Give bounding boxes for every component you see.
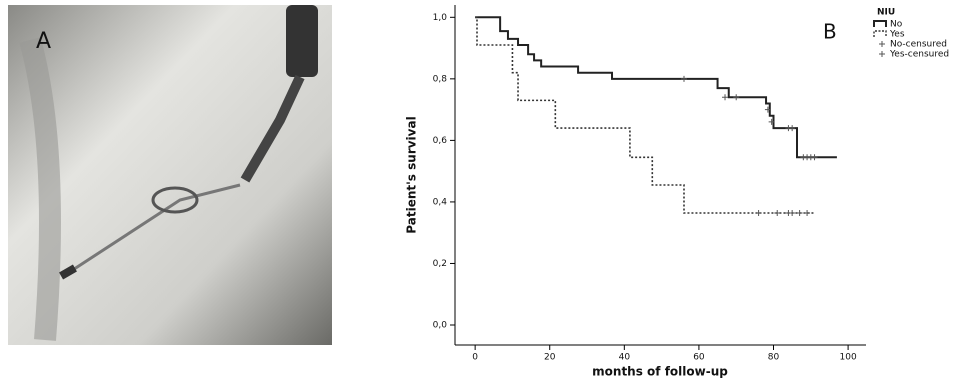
figure: A B Patient's survival months of follow-… (0, 0, 963, 382)
y-tick-label: 1,0 (433, 13, 448, 23)
y-axis-title: Patient's survival (405, 116, 419, 233)
legend-title: NIU (877, 8, 895, 18)
legend-label: No-censured (890, 40, 947, 50)
x-tick-label: 20 (544, 353, 556, 363)
legend-symbol (879, 51, 885, 57)
survival-line (475, 17, 814, 213)
x-tick-label: 100 (840, 353, 857, 363)
censor-mark (722, 94, 728, 100)
x-tick-label: 80 (768, 353, 780, 363)
legend-symbol (879, 41, 885, 47)
y-tick-label: 0,0 (433, 321, 448, 331)
panel-label: A (36, 29, 51, 54)
censor-mark (774, 210, 780, 216)
censor-mark (681, 76, 687, 82)
legend-label: Yes (889, 30, 905, 40)
x-axis-title: months of follow-up (592, 365, 728, 379)
legend-label: Yes-censured (889, 50, 949, 60)
censor-mark (733, 94, 739, 100)
censor-mark (804, 210, 810, 216)
y-tick-label: 0,2 (433, 259, 447, 269)
censor-mark (812, 154, 818, 160)
censor-mark (789, 210, 795, 216)
censor-mark (756, 210, 762, 216)
legend-label: No (890, 20, 903, 30)
y-tick-label: 0,6 (433, 136, 448, 146)
survival-line (475, 17, 837, 157)
censor-mark (797, 210, 803, 216)
x-tick-label: 40 (619, 353, 631, 363)
x-tick-label: 60 (693, 353, 705, 363)
x-tick-label: 0 (472, 353, 478, 363)
y-tick-label: 0,4 (433, 197, 448, 207)
panel-label: B (823, 20, 837, 44)
y-tick-label: 0,8 (433, 74, 448, 84)
fluoroscopy-image (8, 5, 332, 345)
legend-symbol (874, 21, 886, 27)
censor-mark (789, 125, 795, 131)
legend-symbol (874, 31, 886, 37)
